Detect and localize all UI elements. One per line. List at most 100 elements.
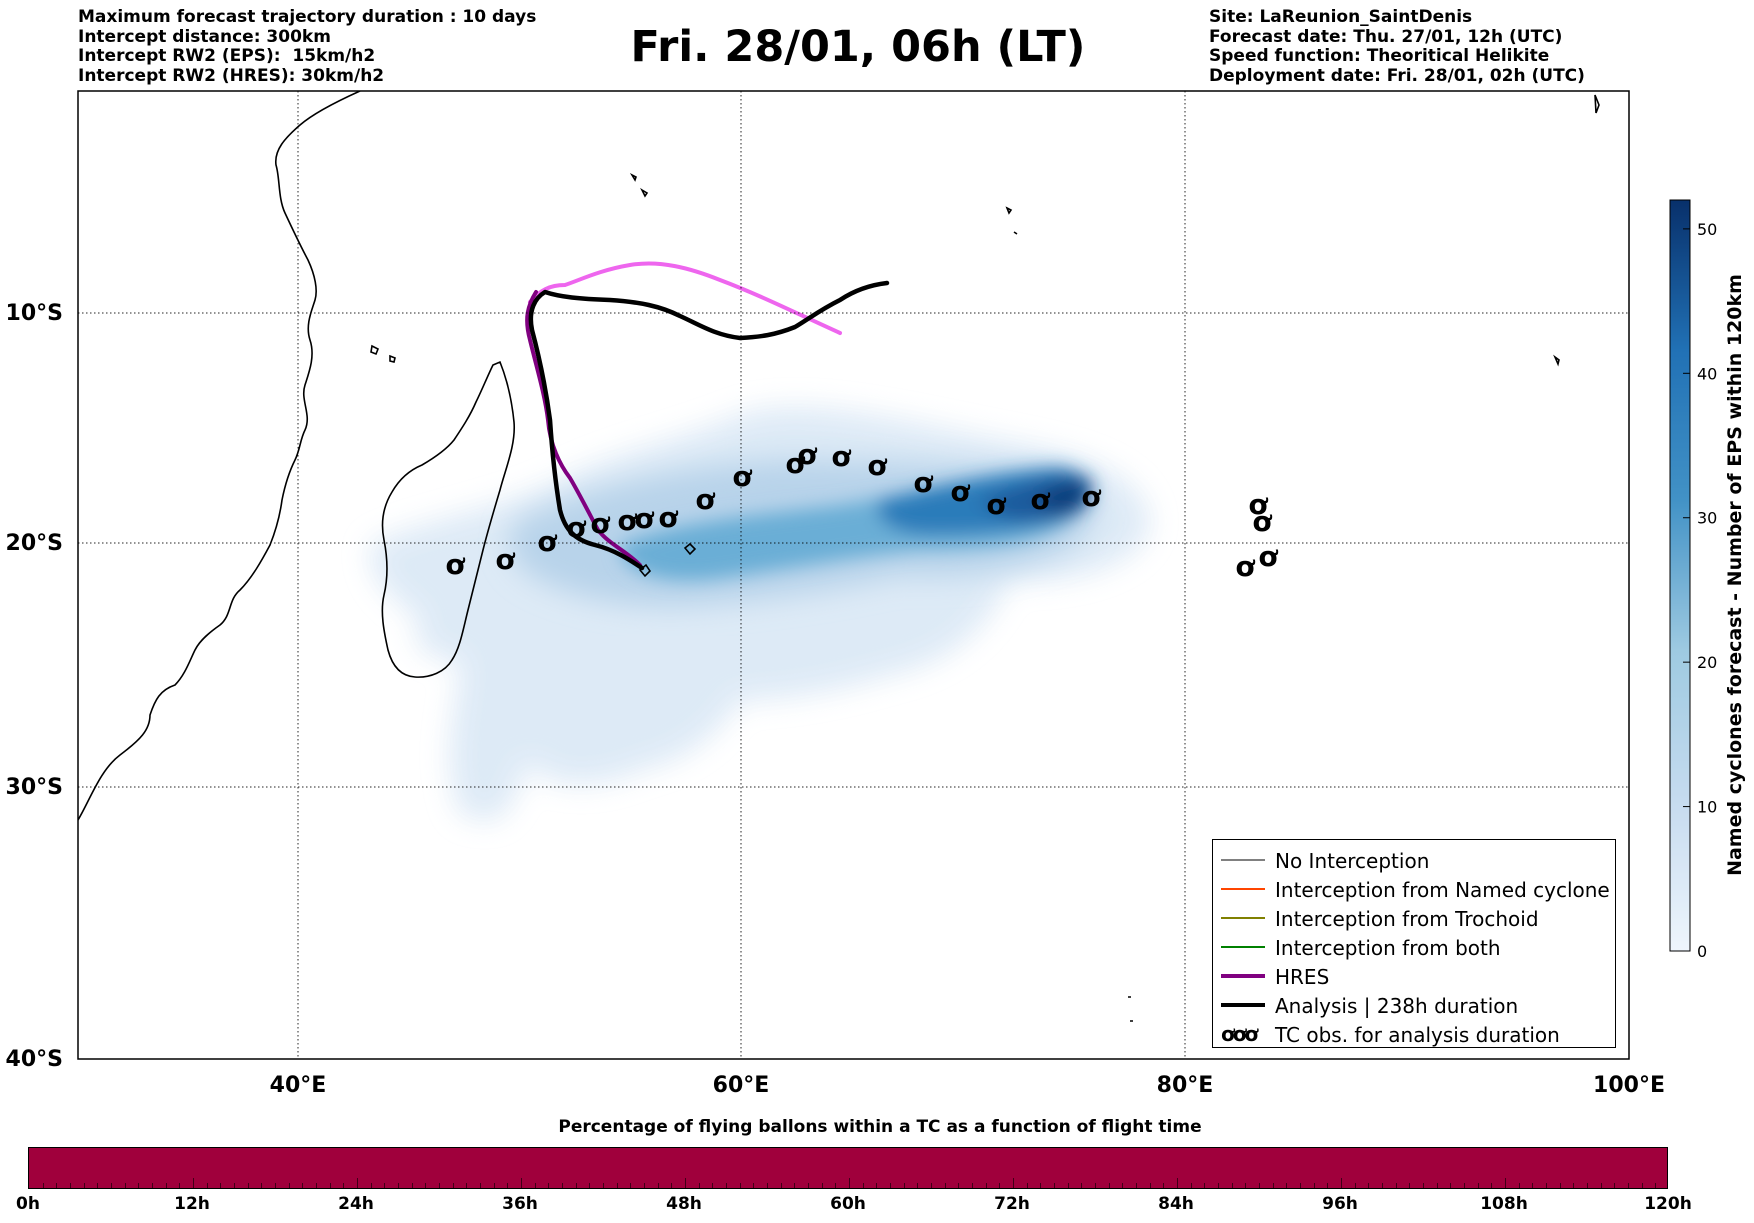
gridlines [78,91,1629,1059]
flight-time-minor-tick [452,1183,454,1188]
flight-time-tick-label: 72h [994,1194,1030,1214]
colorbar-ticks: 0 10 20 30 40 50 [1683,220,1717,961]
madagascar-coast [381,360,516,678]
flight-time-minor-tick [767,1183,768,1188]
tc-symbol: ơ [634,502,654,535]
flight-time-minor-tick [398,1183,399,1188]
flight-time-minor-tick [1218,1183,1219,1188]
tc-symbol: ơ [867,449,887,482]
lat-axis-labels: 10°S 20°S 30°S 40°S [6,301,63,1072]
flight-time-tick-label: 108h [1480,1194,1528,1214]
flight-time-minor-tick [1204,1183,1206,1188]
legend-line-swatch [1221,859,1265,861]
tc-symbol: ơ [537,525,557,558]
flight-time-minor-tick [1354,1183,1356,1188]
legend-item: Analysis | 238h duration [1213,991,1615,1020]
flight-time-minor-tick [548,1183,550,1188]
header-line: Site: LaReunion_SaintDenis [1209,7,1473,27]
flight-time-minor-tick [1177,1178,1178,1188]
flight-time-minor-tick [753,1183,755,1188]
legend-line-swatch [1221,946,1265,948]
flight-time-minor-tick [288,1183,290,1188]
flight-time-minor-tick [1423,1183,1424,1188]
map-frame [77,90,1630,1060]
flight-time-fill [29,1148,1667,1188]
flight-time-minor-tick [1245,1183,1247,1188]
flight-time-minor-tick [808,1183,809,1188]
map-area: ơ ơơ ơ ơ ơơ ơơơ ơơ ơ ơơ ơ ơ ơ ơ ơơơ ơ [78,91,1629,1059]
lat-label: 30°S [6,775,63,800]
flight-time-minor-tick [193,1178,194,1188]
legend-item: No Interception [1213,846,1615,875]
tc-symbol: ơ [950,475,970,508]
flight-time-minor-tick [1573,1183,1575,1188]
colorbar-tick-label: 10 [1697,798,1717,817]
flight-time-minor-tick [507,1183,509,1188]
flight-time-minor-tick [1436,1183,1438,1188]
tc-symbol: ơ [658,501,678,534]
flight-time-minor-tick [821,1183,823,1188]
flight-time-minor-tick [780,1183,782,1188]
colorbar-tick-label: 30 [1697,509,1717,528]
header-line: Deployment date: Fri. 28/01, 02h (UTC) [1209,65,1585,86]
flight-time-minor-tick [1136,1183,1137,1188]
flight-time-minor-tick [685,1178,686,1188]
flight-time-minor-tick [247,1183,249,1188]
colorbar-tick-label: 0 [1697,942,1707,961]
tc-symbol: ơ [617,504,637,537]
flight-time-minor-tick [411,1183,413,1188]
lon-label: 60°E [713,1073,770,1098]
flight-time-minor-tick [97,1183,99,1188]
colorbar: 0 10 20 30 40 50 Named cyclones forecast - Nu… [1669,199,1746,961]
flight-time-minor-tick [712,1183,714,1188]
flight-time-minor-tick [876,1183,878,1188]
flight-time-minor-tick [384,1183,386,1188]
flight-time-minor-tick [1655,1183,1657,1188]
east-islands [1553,94,1600,367]
analysis-track [528,280,890,571]
flight-time-minor-tick [972,1183,973,1188]
flight-time-minor-tick [1450,1183,1452,1188]
flight-time-minor-tick [616,1183,618,1188]
header-line: Forecast date: Thu. 27/01, 12h (UTC) [1209,26,1563,47]
flight-time-minor-tick [439,1183,440,1188]
tc-symbol: ơ [1081,480,1101,513]
flight-time-minor-tick [42,1183,44,1188]
flight-time-minor-tick [261,1183,263,1188]
mauritius-reunion [638,542,697,578]
legend-label: No Interception [1275,849,1430,873]
coastlines [78,91,1600,1022]
header-line: Intercept RW2 (EPS): 15km/h2 [78,46,376,66]
chagos-islands [1005,206,1018,235]
flight-time-minor-tick [1464,1183,1465,1188]
legend-label: Interception from Named cyclone [1275,878,1610,902]
tc-symbol: ơ [785,447,805,480]
header-line: Speed function: Theoritical Helikite [1209,46,1550,66]
seychelles-islands [629,173,649,198]
flight-time-minor-tick [1190,1183,1192,1188]
flight-time-minor-tick [138,1183,140,1188]
header-line: Intercept RW2 (HRES): 30km/h2 [78,65,385,86]
flight-time-minor-tick [931,1183,932,1188]
flight-time-minor-tick [1122,1183,1124,1188]
flight-time-tick-label: 48h [666,1194,702,1214]
flight-time-minor-tick [849,1178,850,1188]
flight-time-minor-tick [1013,1178,1014,1188]
flight-time-tick-label: 60h [830,1194,866,1214]
flight-time-minor-tick [1300,1183,1301,1188]
flight-time-minor-tick [521,1178,522,1188]
flight-time-minor-tick [1286,1183,1288,1188]
tc-symbol: ơ [445,548,465,581]
flight-time-minor-tick [603,1183,604,1188]
flight-time-tick-label: 84h [1158,1194,1194,1214]
flight-time-minor-tick [316,1183,317,1188]
tc-symbol: ơ [1252,505,1272,538]
flight-time-minor-tick [835,1183,837,1188]
colorbar-tick-label: 40 [1697,364,1717,383]
flight-time-minor-tick [206,1183,208,1188]
tc-symbol: ơ [797,438,817,471]
flight-time-minor-tick [165,1183,167,1188]
flight-time-minor-tick [1628,1183,1629,1188]
flight-time-tick-label: 36h [502,1194,538,1214]
tc-symbol: ơ [1248,488,1268,521]
